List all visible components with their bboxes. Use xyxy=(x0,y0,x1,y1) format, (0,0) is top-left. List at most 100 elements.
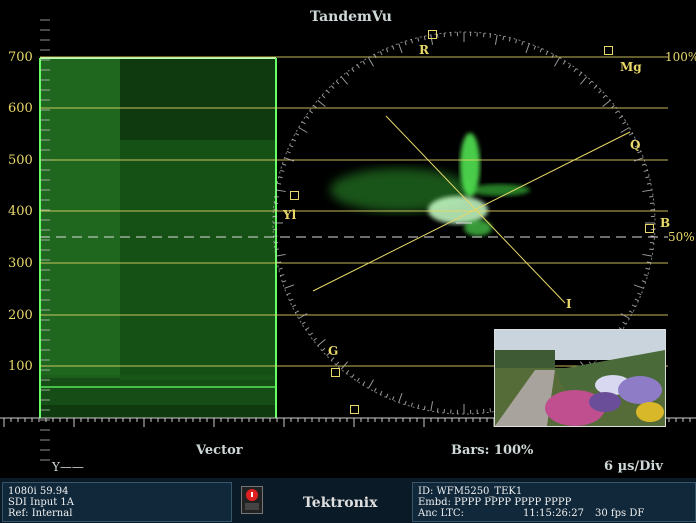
vector-circle-tick xyxy=(317,338,326,347)
vector-circle-tick xyxy=(430,401,434,412)
vector-circle-tick xyxy=(398,392,403,403)
vector-circle-tick xyxy=(321,94,326,99)
vector-circle-tick xyxy=(368,379,374,389)
vector-circle-tick xyxy=(313,105,317,109)
q-axis-label: Q xyxy=(630,138,641,152)
y-axis-label: 200 xyxy=(8,308,33,323)
frame-rate: 30 fps DF xyxy=(595,508,645,519)
vector-circle-tick xyxy=(410,39,413,44)
vector-circle-tick xyxy=(622,121,627,125)
vector-circle-tick xyxy=(545,51,549,56)
vector-circle-tick xyxy=(292,304,297,308)
vector-circle-tick xyxy=(391,45,395,50)
vector-circle-tick xyxy=(489,408,492,413)
alarm-icon[interactable] xyxy=(241,486,263,514)
vector-circle-tick xyxy=(602,99,611,108)
vector-circle-tick xyxy=(430,34,434,45)
vector-circle-tick xyxy=(588,80,593,85)
target-box-r xyxy=(428,30,437,39)
vector-circle-tick xyxy=(645,267,650,270)
vector-circle-tick xyxy=(614,110,619,114)
input-status-panel: 1080i 59.94 SDI Input 1A Ref: Internal xyxy=(2,482,232,522)
vector-circle-tick xyxy=(346,72,350,76)
vector-circle-tick xyxy=(562,60,566,65)
vector-circle-tick xyxy=(620,313,630,319)
target-label-g: G xyxy=(328,344,339,358)
status-bar: 1080i 59.94 SDI Input 1A Ref: Internal T… xyxy=(0,478,696,523)
vector-circle-tick xyxy=(277,261,282,264)
vector-circle-tick xyxy=(340,76,349,85)
vector-circle-tick xyxy=(385,48,389,53)
vector-circle-tick xyxy=(286,292,291,296)
y-axis-label: 600 xyxy=(8,101,33,116)
vector-circle-tick xyxy=(417,404,420,409)
vector-circle-tick xyxy=(646,182,651,185)
vector-circle-tick xyxy=(305,327,310,331)
vector-circle-tick xyxy=(423,36,426,41)
brand-logo: Tektronix xyxy=(303,495,378,511)
graticule xyxy=(0,19,696,461)
vector-circle-tick xyxy=(292,138,297,142)
vector-circle-tick xyxy=(611,105,615,109)
target-box-cy xyxy=(350,405,359,414)
vector-circle-tick xyxy=(417,37,420,42)
vector-circle-tick xyxy=(284,157,295,162)
video-format: 1080i 59.94 xyxy=(8,486,69,497)
vector-circle-tick xyxy=(301,321,306,325)
target-label-yl: Yl xyxy=(283,208,297,222)
vector-circle-tick xyxy=(351,373,355,378)
vector-circle-tick xyxy=(631,138,636,142)
vector-circle-tick xyxy=(410,402,413,407)
vector-circle-tick xyxy=(391,396,395,401)
vector-circle-tick xyxy=(340,361,349,370)
vector-circle-tick xyxy=(398,43,403,54)
vector-circle-tick xyxy=(373,54,377,59)
vector-circle-tick xyxy=(295,132,300,136)
vector-circle-tick xyxy=(642,189,653,193)
vector-circle-tick xyxy=(515,39,518,44)
embedded-audio-status: Embd: PPPP PPPP PPPP PPPP xyxy=(418,497,572,508)
vector-circle-tick xyxy=(633,284,644,289)
vector-circle-tick xyxy=(295,310,300,314)
vector-circle-tick xyxy=(305,115,310,119)
vector-circle-tick xyxy=(298,313,308,319)
y-axis-label: 300 xyxy=(8,256,33,271)
vector-circle-tick xyxy=(508,37,511,42)
vector-circle-tick xyxy=(620,127,630,133)
vector-circle-tick xyxy=(649,248,654,251)
vector-circle-tick xyxy=(645,176,650,179)
input-source: SDI Input 1A xyxy=(8,497,75,508)
vector-circle-tick xyxy=(309,332,314,336)
vector-circle-tick xyxy=(423,405,426,410)
vector-circle-tick xyxy=(533,45,537,50)
vector-circle-tick xyxy=(277,182,282,185)
timebase-readout: 6 µs/Div xyxy=(604,459,663,474)
target-box-mg xyxy=(604,46,613,55)
vector-circle-tick xyxy=(379,390,383,395)
vector-circle-tick xyxy=(321,347,326,352)
vector-circle-tick xyxy=(637,292,642,296)
vector-circle-tick xyxy=(579,76,588,85)
vector-circle-tick xyxy=(282,280,287,283)
vector-circle-tick xyxy=(643,169,648,172)
vector-circle-tick xyxy=(275,189,286,193)
vector-circle-tick xyxy=(301,121,306,125)
vector-circle-tick xyxy=(362,381,366,386)
vector-circle-tick xyxy=(274,195,279,198)
timecode: 11:15:26:27 xyxy=(523,508,585,519)
vector-circle-tick xyxy=(317,99,326,108)
y-axis-label: 100 xyxy=(8,359,33,374)
luma-trace xyxy=(39,57,277,418)
anc-ltc-label: Anc LTC: xyxy=(418,508,464,519)
vector-circle-tick xyxy=(494,34,498,45)
vector-circle-tick xyxy=(404,41,407,46)
vector-circle-tick xyxy=(282,163,287,166)
vector-circle-tick xyxy=(335,361,340,366)
vector-circle-tick xyxy=(289,298,294,302)
vector-circle-tick xyxy=(502,36,505,41)
vector-circle-tick xyxy=(335,80,340,85)
vector-circle-tick xyxy=(598,89,602,94)
vector-circle-tick xyxy=(326,352,330,357)
vector-circle-tick xyxy=(368,57,374,67)
vector-circle-tick xyxy=(643,274,648,277)
